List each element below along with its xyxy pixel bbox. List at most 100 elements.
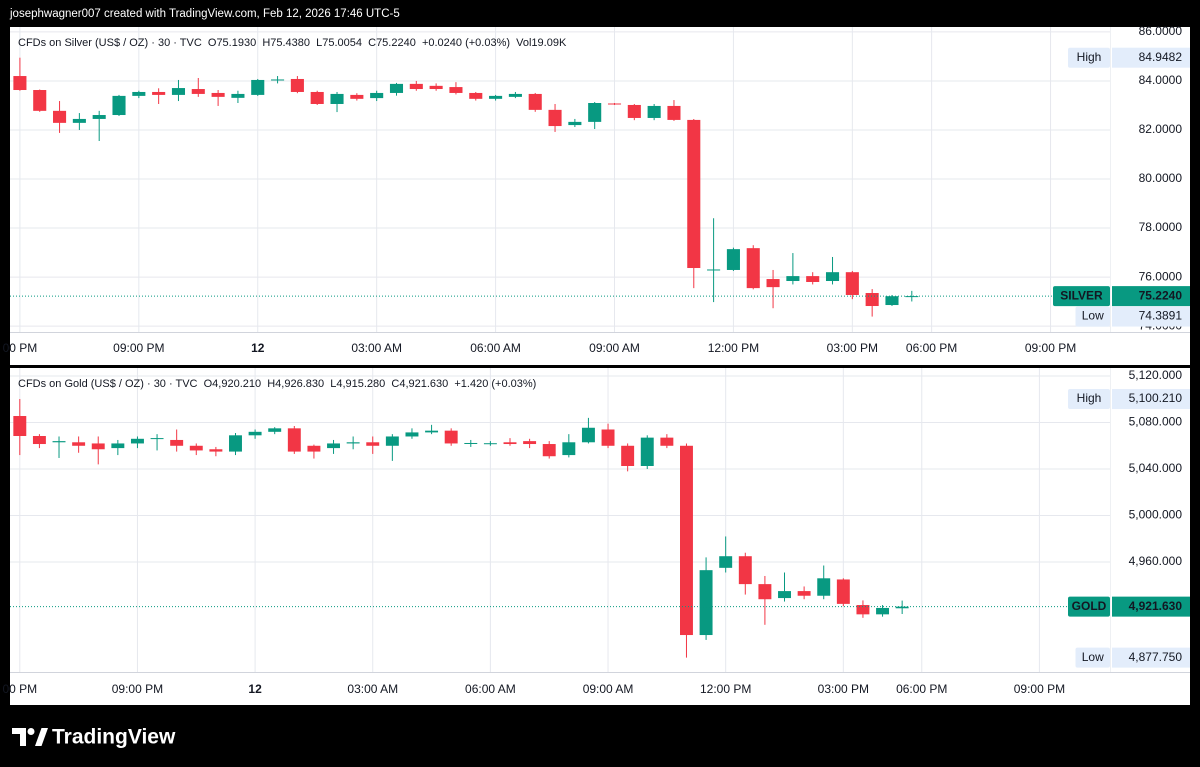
candle-body [425,430,439,433]
candle-body [581,427,595,443]
y-tick-label: 78.0000 [1139,220,1183,234]
panel-background [10,27,1190,365]
x-tick-label: 12:00 PM [700,682,751,696]
candle-body [865,293,879,307]
candle-body [330,93,344,104]
price-marker-title: Low [1082,309,1104,323]
candle-body [647,105,661,118]
candle-body [287,428,301,452]
candle-body [640,437,654,467]
candle-body [746,248,760,289]
candle-body [310,91,324,104]
price-marker-value: 4,877.750 [1129,650,1183,664]
candle-body [290,78,304,92]
y-tick-label: 5,080.000 [1129,415,1183,429]
y-tick-label: 80.0000 [1139,171,1183,185]
candle-body [588,103,602,122]
x-tick-label: 12 [251,341,265,355]
price-marker-title-bg [1053,286,1110,307]
candle-body [503,442,517,445]
candle-body [836,579,850,604]
candle-body [464,442,478,444]
candle-body [786,276,800,282]
price-marker-bg [1112,306,1190,327]
x-tick-label: 03:00 AM [351,341,402,355]
price-marker-title-bg [1075,306,1110,327]
candle-body [627,104,641,118]
candle-body [405,432,419,437]
candle-body [211,92,225,97]
x-tick-label: 09:00 PM [1025,341,1076,355]
candle-body [72,118,86,123]
y-tick-label: 5,000.000 [1129,508,1183,522]
candle-body [856,605,870,615]
candle-body [895,606,909,609]
candle-body [170,439,184,446]
price-marker-title-bg [1068,47,1110,68]
candle-body [444,430,458,444]
candle-body [13,76,27,91]
legend-text: CFDs on Silver (US$ / OZ) · 30 · TVC O75… [18,37,567,49]
price-marker-title: GOLD [1072,599,1107,613]
price-marker-title: High [1077,391,1102,405]
candle-body [601,429,615,446]
candle-body [53,110,67,123]
candle-body [568,121,582,126]
candle-body [483,443,497,445]
price-marker-bg [1112,596,1190,617]
price-marker-bg [1112,647,1190,668]
candle-body [429,85,443,90]
panel-background [10,368,1190,705]
x-tick-label: 12 [248,682,262,696]
candle-body [385,436,399,446]
y-tick-label: 5,120.000 [1129,368,1183,382]
candle-body [607,103,622,105]
y-tick-label: 4,960.000 [1129,554,1183,568]
candle-body [72,442,86,446]
candle-body [112,95,126,116]
price-marker-value: 75.2240 [1139,288,1183,302]
candle-body [806,276,820,282]
candle-body [885,296,899,306]
candle-body [719,556,733,568]
candle-body [350,94,364,99]
price-marker-title-bg [1068,389,1110,410]
price-marker-bg [1112,286,1190,307]
candle-body [130,438,144,444]
candle-body [33,90,47,111]
candle-body [366,442,380,446]
x-tick-label: 06:00 PM [906,341,957,355]
candle-body [707,269,721,271]
candle-body [389,83,404,93]
legend-text: CFDs on Gold (US$ / OZ) · 30 · TVC O4,92… [18,378,536,390]
price-marker-title-bg [1068,596,1110,617]
price-marker-bg [1112,389,1190,410]
candle-body [231,93,245,98]
candle-body [726,249,740,270]
x-tick-label: 09:00 PM [1014,682,1065,696]
x-tick-label: 06:00 AM [470,341,521,355]
candle-body [229,435,242,452]
price-marker-value: 4,921.630 [1129,599,1183,613]
x-tick-label: 03:00 PM [827,341,878,355]
chart-panel: 00 PM 09:00 PM 12 03:00 AM 06:00 AM 09:00 AM 1… [3,24,1190,365]
candle-body [758,584,772,600]
price-marker-title: SILVER [1060,288,1103,302]
candle-body [548,109,562,127]
y-tick-label: 76.0000 [1139,269,1183,283]
x-tick-label: 00 PM [2,682,37,696]
candle-body [489,95,503,99]
y-tick-label: 86.0000 [1139,24,1183,38]
x-tick-label: 06:00 AM [465,682,516,696]
candle-body [660,437,674,446]
header-text: josephwagner007 created with TradingView… [9,8,400,20]
candle-body [327,443,340,449]
candle-body [680,445,693,636]
candle-body [905,296,919,298]
candle-body [699,570,713,636]
candle-body [268,428,282,432]
price-marker-value: 5,100.210 [1129,391,1183,405]
candle-body [562,442,576,456]
y-tick-label: 84.0000 [1139,73,1183,87]
